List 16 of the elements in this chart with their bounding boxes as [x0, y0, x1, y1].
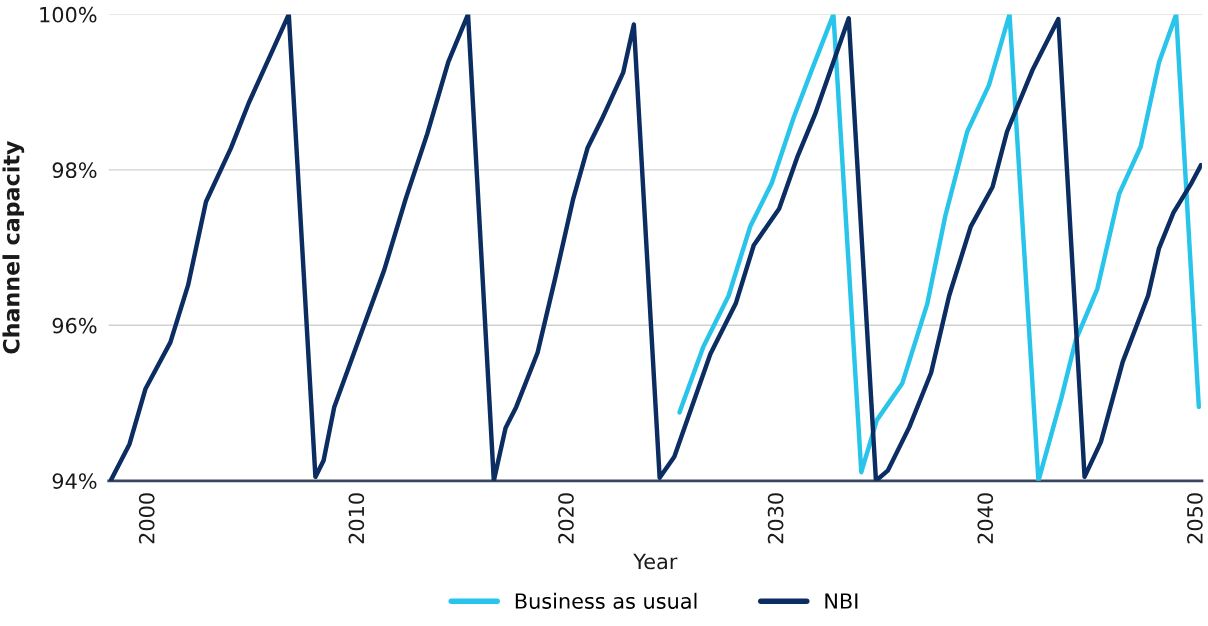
y-axis-title: Channel capacity — [2, 140, 25, 354]
y-tick-label: 100% — [40, 6, 97, 23]
legend-label: NBI — [825, 593, 858, 609]
x-tick-label: 2050 — [1187, 493, 1203, 544]
x-tick-label: 2010 — [348, 493, 365, 544]
y-tick-label: 96% — [52, 317, 97, 334]
y-tick-label: 98% — [52, 162, 97, 179]
line-series — [108, 14, 1202, 481]
x-tick-label: 2040 — [977, 493, 994, 544]
legend-label: Business as usual — [515, 592, 697, 609]
x-tick-label: 2000 — [138, 493, 155, 544]
line-series — [677, 14, 1202, 481]
x-tick-label: 2030 — [767, 493, 784, 544]
x-tick-label: 2020 — [558, 493, 574, 544]
x-axis-title: Year — [633, 553, 678, 570]
y-tick-label: 94% — [52, 473, 97, 489]
